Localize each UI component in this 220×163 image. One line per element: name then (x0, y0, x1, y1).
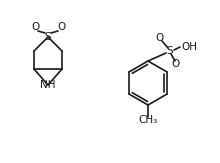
Text: S: S (167, 46, 173, 56)
Text: NH: NH (40, 80, 56, 90)
Text: O: O (171, 59, 179, 69)
Text: O: O (156, 33, 164, 43)
Text: S: S (45, 32, 51, 42)
Text: O: O (31, 22, 39, 32)
Text: O: O (57, 22, 65, 32)
Text: CH₃: CH₃ (138, 115, 158, 125)
Text: OH: OH (181, 42, 197, 52)
